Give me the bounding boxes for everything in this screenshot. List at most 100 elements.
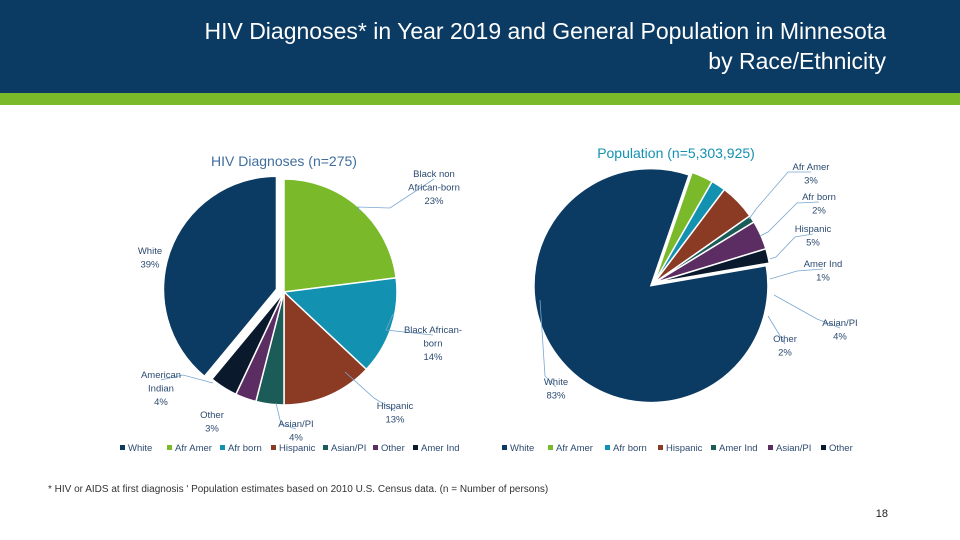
pie-2-label-hispanic-line-1: Hispanic — [795, 224, 832, 235]
pie-1-label-american_indian-line-1: American — [141, 370, 181, 381]
pie-1-slice-black_afr — [282, 277, 398, 371]
pie-2-slice-white — [533, 167, 769, 404]
pie-2-legend-label-6: Asian/PI — [776, 443, 811, 454]
charts-area: HIV Diagnoses (n=275) Black non African-bo… — [120, 145, 858, 454]
pie-2-label-afr_amer-line-1: Afr Amer — [793, 162, 830, 173]
pie-2-leader-hispanic — [769, 233, 814, 260]
pie-2-label-other-line-1: Other — [773, 334, 797, 345]
pie-1-label-hispanic: Hispanic 13% — [377, 401, 414, 426]
pie-1-label-asian_pi-line-1: Asian/PI — [278, 419, 313, 430]
pie-2-legend-label-5: Amer Ind — [719, 443, 758, 454]
pie-1-legend-label-3: Afr born — [228, 443, 262, 454]
pie-2-label-afr_born: Afr born 2% — [802, 192, 836, 217]
pie-1-label-american_indian: American Indian 4% — [141, 370, 181, 408]
pie-1-label-other: Other 3% — [200, 410, 224, 435]
pie-1-label-black_non_afr-line-2: African-born — [408, 183, 460, 194]
pie-1-leader-black_non_afr — [357, 178, 435, 213]
pie-2-leader-amer_ind — [769, 268, 824, 280]
pie-2-leader-afr_amer — [748, 171, 811, 220]
pie-2-legend-label-2: Afr Amer — [556, 443, 593, 454]
pie-1-legend-swatch-7 — [413, 445, 418, 450]
pie-2-label-other-line-2: 2% — [778, 348, 792, 359]
pie-1-legend-swatch-5 — [323, 445, 328, 450]
pie-2-label-afr_amer: Afr Amer 3% — [793, 162, 830, 187]
pie-1-legend-swatch-4 — [271, 445, 276, 450]
pie-1-slice-hispanic — [283, 290, 368, 406]
pie-2-legend-label-4: Hispanic — [666, 443, 703, 454]
pie-2-label-hispanic-line-2: 5% — [806, 238, 820, 249]
pie-2-legend-swatch-3 — [605, 445, 610, 450]
pie-1-label-hispanic-line-1: Hispanic — [377, 401, 414, 412]
pie-1-label-black_non_afr-line-1: Black non — [413, 169, 455, 180]
pie-1-label-black_afr-line-3: 14% — [423, 352, 443, 363]
pie-1-legend-label-1: White — [128, 443, 152, 454]
header-stripe — [0, 93, 960, 105]
pie-1-label-american_indian-line-2: Indian — [148, 384, 174, 395]
pie-1-leader-asian_pi — [275, 402, 297, 430]
pie-2-label-other: Other 2% — [773, 334, 797, 359]
pie-2-label-afr_born-line-1: Afr born — [802, 192, 836, 203]
pie-1-slice-black_non_afr — [283, 178, 397, 293]
title-line-2: by Race/Ethnicity — [708, 48, 886, 74]
pie-2-legend-label-3: Afr born — [613, 443, 647, 454]
pie-2-leader-white — [539, 299, 557, 388]
pie-1-label-american_indian-line-3: 4% — [154, 397, 168, 408]
pie-2-label-white: White 83% — [544, 377, 568, 402]
pie-2-label-white-line-2: 83% — [546, 391, 566, 402]
pie-2-slice-other — [653, 247, 771, 284]
pie-1-legend-swatch-1 — [120, 445, 125, 450]
pie-1-label-other-line-2: 3% — [205, 424, 219, 435]
pie-2-legend-swatch-6 — [768, 445, 773, 450]
footnote: * HIV or AIDS at first diagnosis ' Popul… — [48, 484, 549, 495]
pie-1-label-white: White 39% — [138, 246, 162, 271]
pie-2-legend-label-1: White — [510, 443, 534, 454]
pie-1-legend-swatch-3 — [220, 445, 225, 450]
pie-2-legend-swatch-7 — [821, 445, 826, 450]
pie-1-legend-label-5: Asian/PI — [331, 443, 366, 454]
pie-1-slice-white — [162, 175, 278, 378]
title-line-1: HIV Diagnoses* in Year 2019 and General … — [204, 18, 886, 44]
pie-1-title: HIV Diagnoses (n=275) — [211, 153, 357, 169]
pie-1-label-white-line-2: 39% — [140, 260, 160, 271]
pie-1-label-black_non_afr: Black non African-born 23% — [408, 169, 460, 207]
pie-1-legend-label-7: Amer Ind — [421, 443, 460, 454]
pie-1-label-black_afr: Black African-born 14% — [404, 325, 462, 363]
pie-2-label-white-line-1: White — [544, 377, 568, 388]
pie-1-legend-swatch-2 — [167, 445, 172, 450]
pie-1-label-white-line-1: White — [138, 246, 162, 257]
pie-2-label-asian_pi-line-1: Asian/PI — [822, 318, 857, 329]
pie-1-label-other-line-1: Other — [200, 410, 224, 421]
pie-2-legend-swatch-4 — [658, 445, 663, 450]
pie-2-label-amer_ind-line-2: 1% — [816, 273, 830, 284]
pie-1-label-black_afr-line-1: Black African- — [404, 325, 462, 336]
pie-1-slice-american_indian — [210, 291, 285, 396]
pie-1-legend-swatch-6 — [373, 445, 378, 450]
pie-2-legend-label-7: Other — [829, 443, 853, 454]
pie-2-label-hispanic: Hispanic 5% — [795, 224, 832, 249]
pie-1-legend-label-2: Afr Amer — [175, 443, 212, 454]
pie-2-title: Population (n=5,303,925) — [597, 145, 755, 161]
pie-1-label-asian_pi-line-2: 4% — [289, 433, 303, 444]
pie-2-label-amer_ind-line-1: Amer Ind — [804, 259, 843, 270]
pie-1-label-hispanic-line-2: 13% — [385, 415, 405, 426]
pie-1-legend-label-6: Other — [381, 443, 405, 454]
pie-2-leader-asian_pi — [773, 294, 841, 329]
pie-2-label-amer_ind: Amer Ind 1% — [804, 259, 843, 284]
pie-2-legend-swatch-2 — [548, 445, 553, 450]
page-title: HIV Diagnoses* in Year 2019 and General … — [66, 16, 886, 76]
pie-2-legend-swatch-1 — [502, 445, 507, 450]
pie-1-legend-label-4: Hispanic — [279, 443, 316, 454]
pie-1-leader-american_indian — [160, 374, 214, 384]
pie-1-leader-hispanic — [344, 371, 396, 412]
pie-1-label-asian_pi: Asian/PI 4% — [278, 419, 313, 444]
header-bar — [0, 0, 960, 93]
pie-1-leader-black_afr — [385, 313, 434, 336]
pie-2-label-asian_pi: Asian/PI 4% — [822, 318, 857, 343]
pie-2-label-afr_amer-line-2: 3% — [804, 176, 818, 187]
pie-2-label-afr_born-line-2: 2% — [812, 206, 826, 217]
pie-2-legend-swatch-5 — [711, 445, 716, 450]
pie-2-label-asian_pi-line-2: 4% — [833, 332, 847, 343]
pie-1-label-black_non_afr-line-3: 23% — [424, 196, 444, 207]
pie-2-leader-other — [767, 315, 786, 345]
page-number: 18 — [875, 508, 888, 520]
